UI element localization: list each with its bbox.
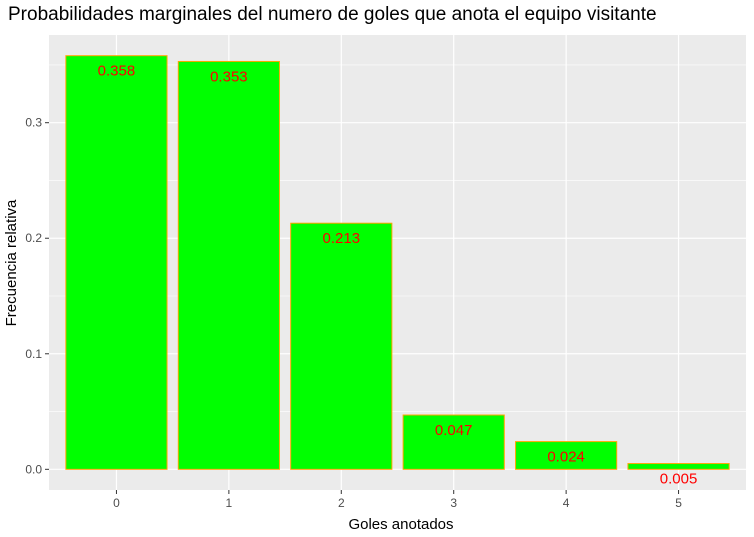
bar [515, 441, 618, 470]
data-label: 0.213 [323, 230, 361, 247]
data-label: 0.047 [435, 422, 473, 439]
data-label: 0.024 [547, 449, 585, 466]
data-label: 0.005 [660, 471, 698, 488]
y-axis-title: Frecuencia relativa [3, 199, 20, 326]
x-tick-label: 2 [338, 496, 345, 510]
y-tick-label: 0.0 [25, 462, 42, 476]
y-tick-label: 0.1 [25, 347, 42, 361]
bar [627, 463, 730, 470]
y-tick-label: 0.2 [25, 231, 42, 245]
bar [177, 60, 280, 470]
x-tick-label: 0 [113, 496, 120, 510]
data-labels: 0.358 0.353 0.213 0.047 0.024 0.005 [98, 63, 698, 488]
x-tick-label: 5 [675, 496, 682, 510]
chart-title: Probabilidades marginales del numero de … [8, 4, 657, 25]
x-tick-label: 4 [563, 496, 570, 510]
data-label: 0.353 [210, 68, 248, 85]
bar [65, 55, 168, 470]
x-axis-title: Goles anotados [348, 516, 453, 533]
bar [290, 222, 393, 470]
x-tick-label: 1 [226, 496, 233, 510]
x-tick-label: 3 [450, 496, 457, 510]
bar [402, 414, 505, 470]
data-label: 0.358 [98, 63, 136, 80]
x-axis: 0 1 2 3 4 5 [113, 490, 682, 510]
y-tick-label: 0.3 [25, 116, 42, 130]
y-axis: 0.0 0.1 0.2 0.3 [25, 116, 49, 476]
bars [65, 55, 730, 470]
